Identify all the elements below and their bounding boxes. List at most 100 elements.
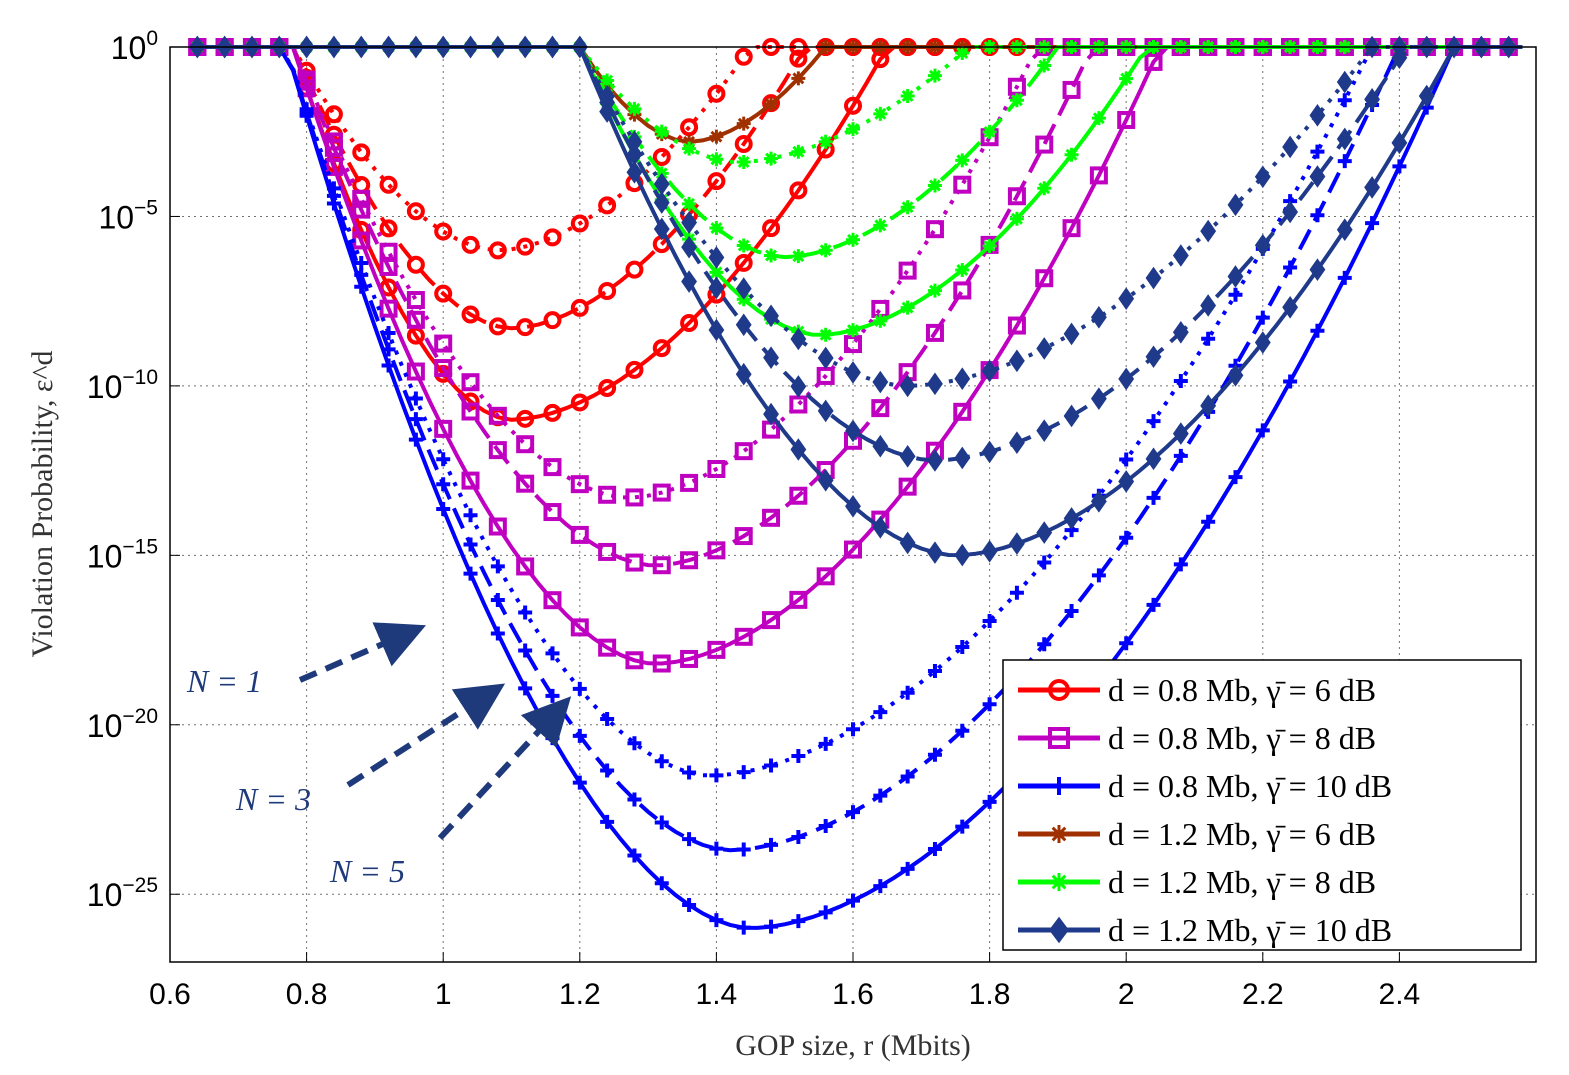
data-point — [680, 118, 699, 137]
data-point — [927, 372, 943, 396]
data-point — [927, 68, 942, 83]
data-point — [1146, 414, 1161, 429]
data-point — [461, 235, 480, 254]
data-point — [872, 370, 889, 394]
data-point — [790, 327, 807, 351]
data-point — [461, 402, 480, 421]
data-point — [1063, 322, 1080, 346]
data-point — [734, 47, 753, 66]
annotation-arrow-n1 — [298, 622, 427, 683]
data-point — [680, 473, 699, 492]
data-point — [708, 276, 725, 300]
data-point — [682, 141, 697, 156]
data-point — [1200, 219, 1217, 243]
data-point — [572, 775, 587, 790]
x-tick-label: 1.2 — [559, 978, 601, 1011]
data-point — [570, 214, 589, 233]
data-point — [625, 651, 644, 670]
data-point — [734, 253, 753, 272]
x-tick-label: 1 — [435, 978, 452, 1011]
data-point — [379, 219, 398, 238]
data-point — [626, 143, 643, 166]
legend-entry: d = 0.8 Mb, γ̄ = 10 dB — [1018, 768, 1392, 804]
data-point — [846, 323, 860, 338]
data-point — [955, 153, 970, 168]
series-line — [197, 45, 1523, 930]
data-point — [1172, 422, 1189, 445]
data-point — [818, 134, 833, 149]
data-point — [463, 508, 478, 523]
data-point — [652, 556, 671, 575]
data-point — [1119, 530, 1134, 545]
data-point — [762, 611, 781, 630]
data-point — [709, 129, 724, 144]
data-point — [955, 723, 970, 738]
data-point — [408, 391, 423, 406]
data-point — [1201, 331, 1216, 346]
data-point — [898, 477, 917, 496]
data-point — [324, 105, 343, 124]
legend-label: d = 0.8 Mb, γ̄ = 8 dB — [1108, 720, 1376, 756]
data-point — [954, 543, 971, 567]
data-point — [516, 435, 535, 454]
data-point — [900, 300, 915, 315]
data-point — [817, 346, 834, 370]
data-point — [707, 172, 726, 191]
data-point — [543, 503, 562, 522]
axis-ticks: 0.6 0.8 1 1.2 1.4 1.6 1.8 2 2.2 2.4 100 10−5 10−10 10… — [87, 27, 1420, 1011]
data-point — [981, 539, 998, 563]
data-point — [789, 181, 808, 200]
data-point — [1036, 337, 1053, 360]
data-point — [1089, 166, 1108, 185]
data-point — [763, 402, 779, 426]
data-point — [518, 681, 533, 696]
data-point — [954, 446, 971, 470]
data-point — [324, 132, 343, 151]
data-point — [1062, 80, 1081, 99]
data-point — [1254, 233, 1271, 257]
data-point — [1336, 218, 1353, 241]
legend-marker — [1050, 873, 1068, 891]
series-line — [197, 45, 1523, 853]
data-point — [873, 705, 888, 720]
data-point — [379, 242, 398, 261]
x-tick-label: 1.4 — [696, 978, 738, 1011]
data-point — [1336, 70, 1353, 94]
data-point — [652, 339, 671, 358]
data-point — [570, 393, 589, 412]
data-point — [518, 643, 533, 658]
data-point — [764, 837, 779, 852]
data-point — [1118, 470, 1135, 493]
data-point — [899, 531, 916, 555]
x-tick-label: 2 — [1118, 978, 1135, 1011]
data-point — [1282, 295, 1299, 319]
data-point — [845, 361, 861, 384]
data-point — [406, 362, 425, 381]
y-tick-label: 100 — [111, 27, 158, 66]
data-point — [1200, 294, 1217, 317]
data-point — [846, 805, 860, 820]
data-point — [953, 281, 972, 300]
data-point — [736, 155, 751, 170]
data-point — [488, 517, 507, 536]
data-point — [953, 175, 972, 194]
y-tick-label: 10−5 — [98, 196, 158, 235]
data-point — [600, 73, 615, 88]
data-point — [461, 305, 480, 324]
data-point — [1283, 260, 1298, 275]
data-point — [817, 399, 834, 423]
data-point — [955, 46, 970, 61]
data-point — [625, 488, 644, 507]
data-point — [598, 638, 617, 657]
data-point — [352, 189, 371, 208]
data-point — [1310, 208, 1325, 223]
data-point — [627, 792, 642, 807]
data-point — [1090, 387, 1107, 410]
data-point — [818, 243, 833, 258]
data-point — [789, 49, 808, 68]
data-point — [654, 124, 669, 139]
data-point — [354, 255, 369, 270]
data-point — [1119, 71, 1134, 86]
data-point — [625, 260, 644, 279]
data-point — [653, 217, 670, 241]
